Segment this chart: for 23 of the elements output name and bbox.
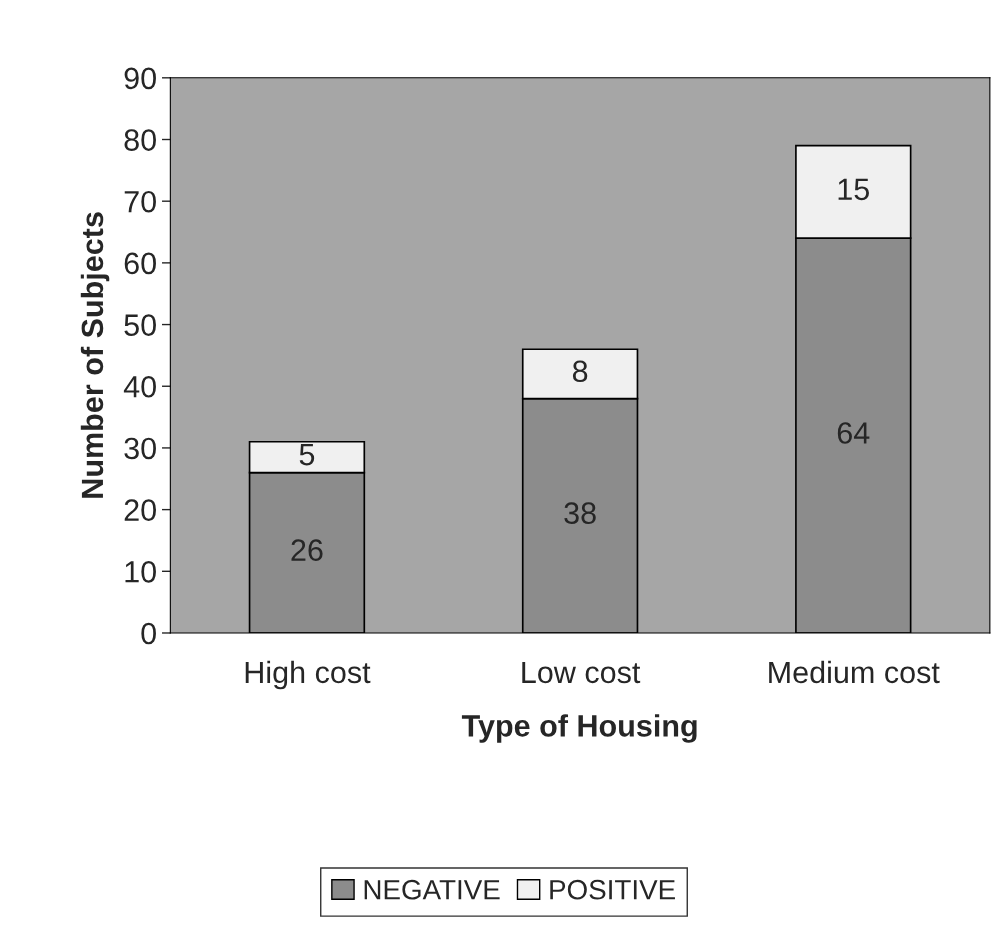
y-tick-label: 90 [124,67,156,90]
x-tick-label: Low cost [522,661,641,684]
data-label: 15 [838,178,869,201]
y-tick-label: 20 [124,499,156,521]
y-tick-label: 10 [125,561,156,583]
y-axis-title: Number of Subjects [80,212,110,498]
y-tick-label: 80 [124,129,156,151]
y-tick-label: 50 [124,314,156,336]
y-tick-label: 40 [123,375,156,398]
y-tick-label: 0 [141,622,156,645]
data-label: 26 [291,539,323,561]
y-tick-label: 60 [124,252,156,275]
data-label: 5 [299,444,315,466]
data-label: 64 [837,422,870,444]
y-tick-label: 30 [124,437,156,460]
x-tick-label: High cost [245,660,371,690]
legend-label: NEGATIVE [364,879,500,900]
data-label: 8 [572,360,588,383]
legend-label: POSITIVE [550,879,675,900]
data-label: 38 [564,502,596,524]
x-tick-label: Medium cost [769,660,940,684]
y-tick-label: 70 [124,190,156,213]
x-axis-title: Type of Housing [461,714,697,743]
